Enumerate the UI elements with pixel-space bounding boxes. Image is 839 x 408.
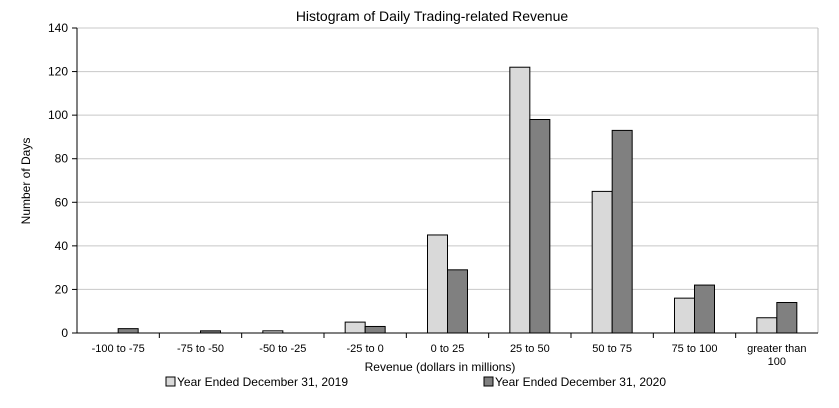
bar [344,321,366,334]
legend: Year Ended December 31, 2019 Year Ended D… [165,375,666,389]
bar [447,269,468,334]
chart-title: Histogram of Daily Trading-related Reven… [296,8,569,24]
bar [776,302,798,334]
legend-label: Year Ended December 31, 2019 [177,375,348,389]
legend-label: Year Ended December 31, 2020 [495,375,666,389]
x-tick-label: -25 to 0 [347,343,384,355]
bars [117,66,798,334]
x-tick-label: 0 to 25 [431,343,465,355]
y-tick-label: 100 [48,108,68,122]
bar [611,129,633,334]
y-tick-label: 80 [55,152,69,166]
legend-swatch [483,376,494,387]
gridlines [77,27,819,333]
x-tick-label: 75 to 100 [672,343,718,355]
x-tick-label: 100 [768,356,786,368]
bar [756,317,778,334]
y-tick-label: 140 [48,21,68,35]
bar [509,66,531,334]
x-tick-label: -100 to -75 [92,343,145,355]
y-tick-label: 120 [48,65,68,79]
y-tick-label: 60 [55,195,69,209]
y-tick-label: 0 [61,326,68,340]
axes: 0 20 40 60 80 100 120 140 -100 to -75 -75 to -50 -… [48,21,818,368]
y-tick-label: 20 [55,282,69,296]
bar [674,297,695,334]
x-tick-label: -50 to -25 [259,343,306,355]
x-tick-label: greater than [747,343,806,355]
x-tick-label: 50 to 75 [592,343,632,355]
y-tick-label: 40 [55,239,69,253]
bar [117,328,139,334]
legend-swatch [165,376,176,387]
y-axis-label: Number of Days [19,138,33,225]
x-tick-label: 25 to 50 [510,343,550,355]
x-tick-label: -75 to -50 [177,343,224,355]
bar [364,325,386,334]
bar [591,190,613,334]
bar [694,284,715,334]
bar [427,234,448,334]
bar [529,119,551,334]
x-axis-label: Revenue (dollars in millions) [365,360,516,374]
